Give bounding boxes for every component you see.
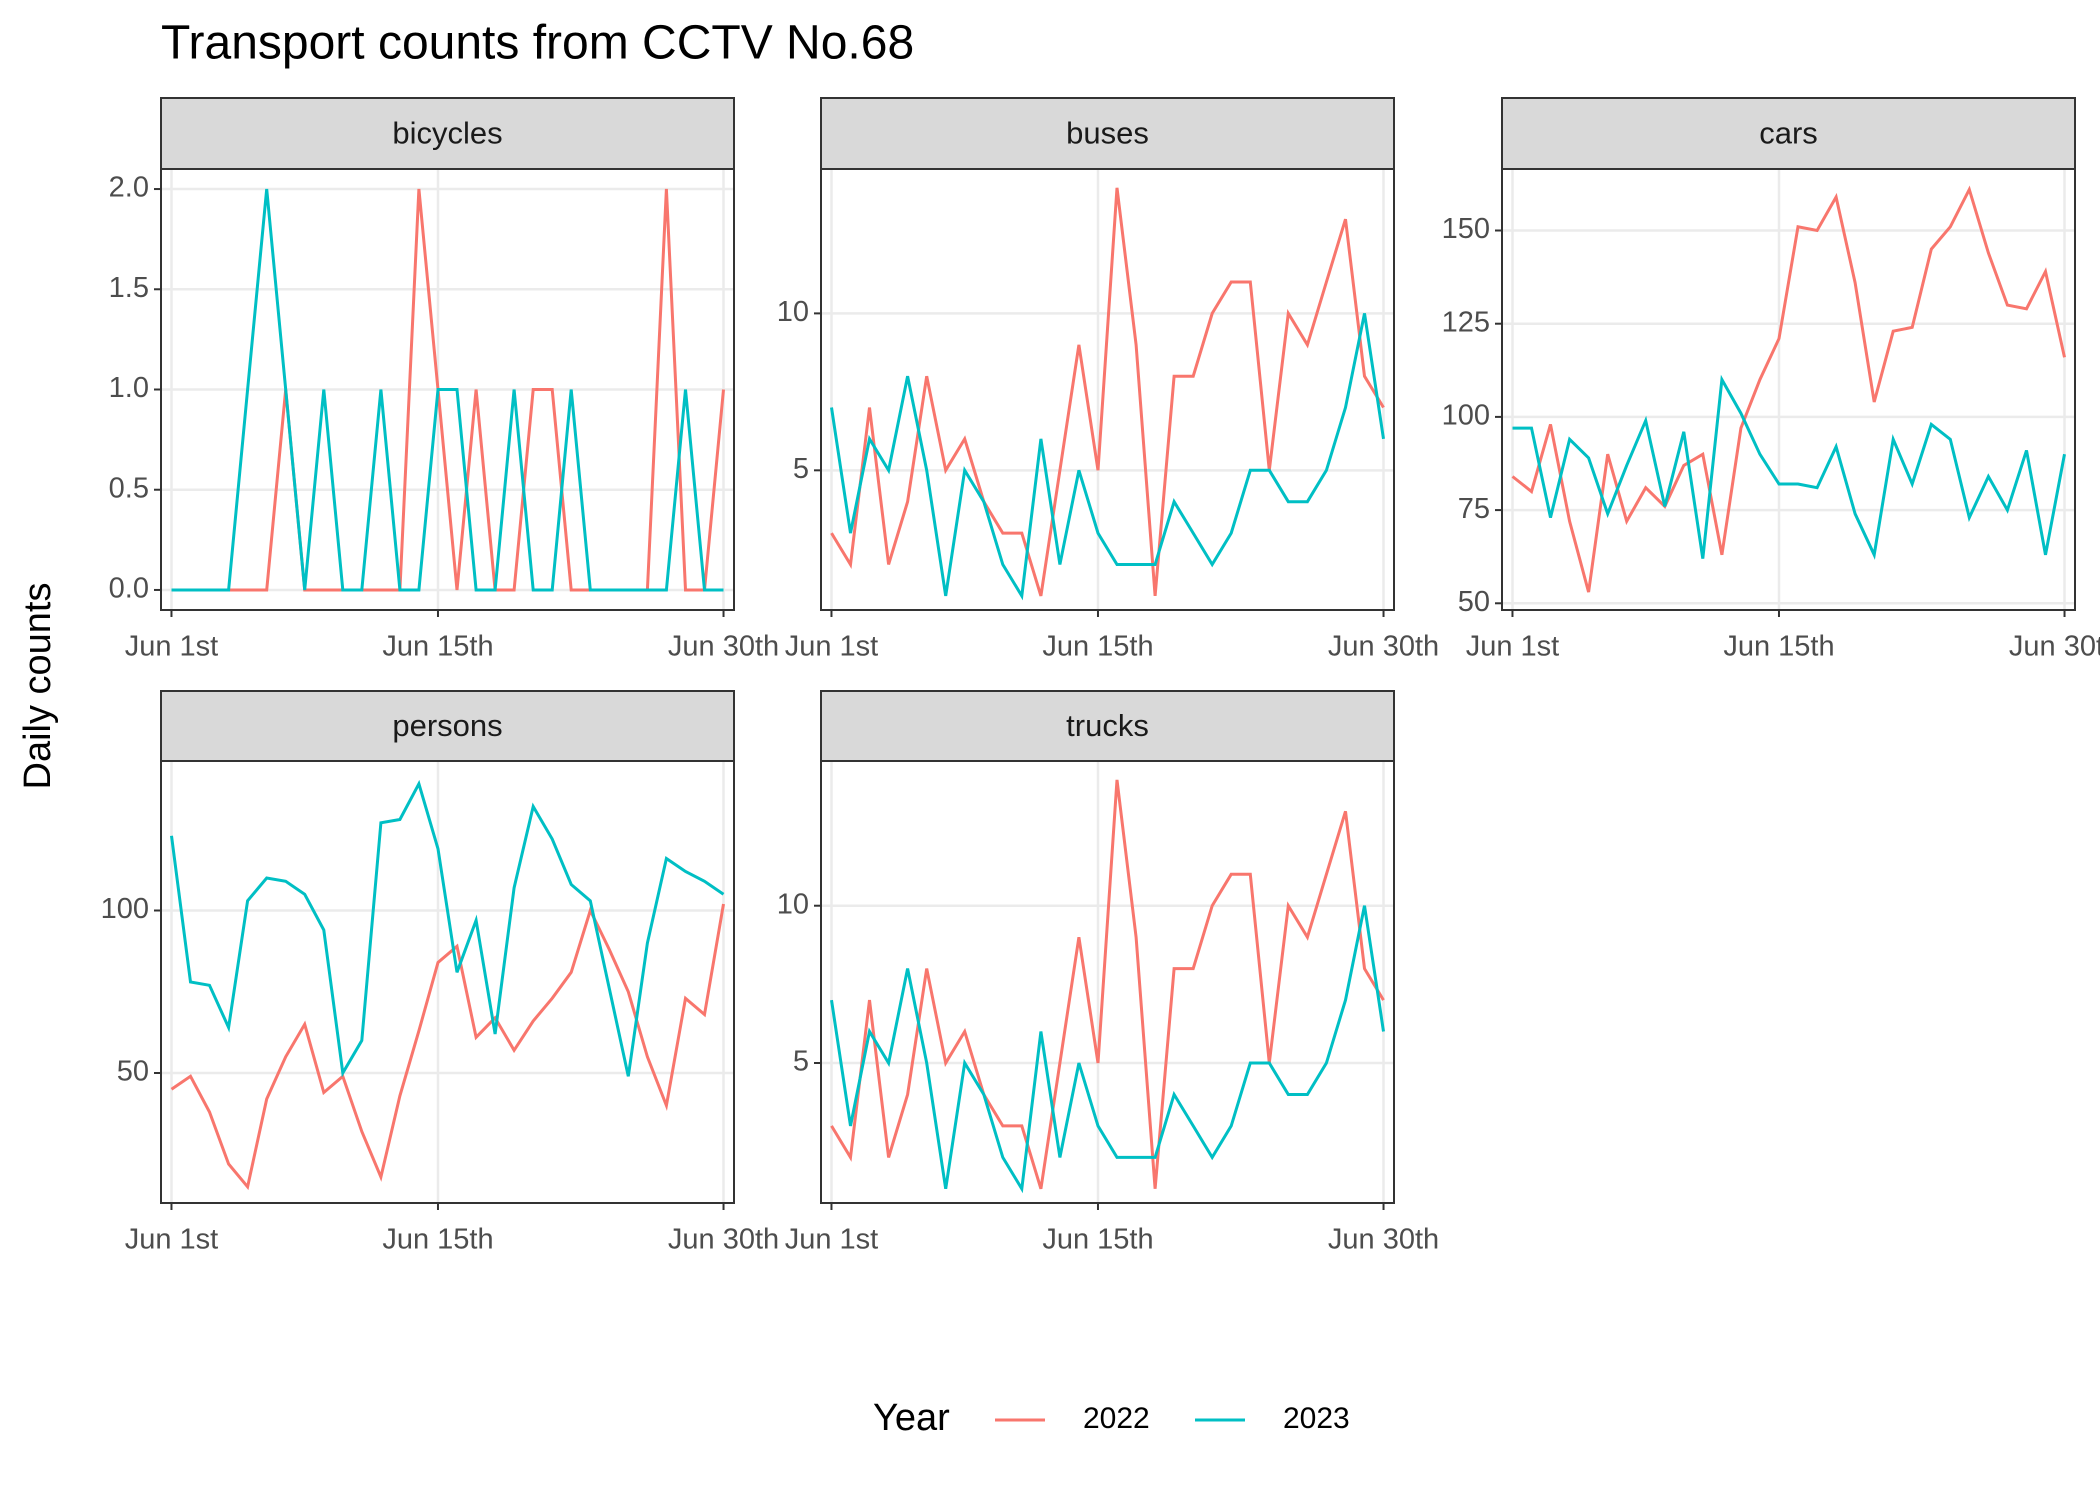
x-tick-label: Jun 30th: [1328, 1224, 1439, 1256]
y-tick-label: 125: [1442, 306, 1490, 338]
y-tick-label: 150: [1442, 213, 1490, 245]
series-line: [170, 903, 725, 1191]
y-tick-label: 1.0: [109, 372, 149, 404]
x-tick-label: Jun 15th: [382, 631, 493, 663]
series-line: [170, 779, 725, 1078]
y-tick-label: 10: [777, 888, 809, 920]
y-tick-label: 50: [117, 1056, 149, 1088]
x-tick-label: Jun 1st: [125, 1224, 219, 1256]
strip: [820, 690, 1395, 762]
strip-label: bicycles: [392, 116, 502, 151]
y-tick-label: 100: [1442, 400, 1490, 432]
chart-title: Transport counts from CCTV No.68: [161, 17, 914, 70]
x-tick-label: Jun 1st: [1466, 631, 1560, 663]
strip-label: trucks: [1066, 708, 1149, 743]
y-tick-label: 5: [793, 453, 809, 485]
y-tick-label: 0.5: [109, 472, 149, 504]
x-tick-label: Jun 30th: [668, 1224, 779, 1256]
strip: [1501, 97, 2076, 170]
x-tick-label: Jun 15th: [382, 1224, 493, 1256]
legend-title: Year: [873, 1397, 950, 1439]
y-tick-label: 50: [1458, 586, 1490, 618]
series-line: [830, 779, 1385, 1190]
x-tick-label: Jun 1st: [125, 631, 219, 663]
y-tick-label: 1.5: [109, 272, 149, 304]
series-line: [830, 313, 1385, 601]
x-tick-label: Jun 30th: [668, 631, 779, 663]
x-tick-label: Jun 1st: [785, 1224, 879, 1256]
x-tick-label: Jun 15th: [1042, 631, 1153, 663]
series-line: [830, 905, 1385, 1194]
x-tick-label: Jun 30th: [2009, 631, 2100, 663]
panel-background: [161, 761, 734, 1203]
strip-label: cars: [1759, 116, 1818, 151]
y-tick-label: 10: [777, 296, 809, 328]
strip: [160, 97, 735, 170]
strip: [160, 690, 735, 762]
y-tick-label: 2.0: [109, 172, 149, 204]
x-tick-label: Jun 30th: [1328, 631, 1439, 663]
legend-label: 2022: [1083, 1402, 1150, 1435]
x-tick-label: Jun 15th: [1723, 631, 1834, 663]
legend-label: 2023: [1283, 1402, 1350, 1435]
y-tick-label: 100: [101, 893, 149, 925]
series-line: [1512, 374, 2066, 560]
panel-background: [1502, 169, 2075, 610]
y-tick-label: 75: [1458, 493, 1490, 525]
x-tick-label: Jun 15th: [1042, 1224, 1153, 1256]
y-axis-label: Daily counts: [17, 583, 59, 790]
x-tick-label: Jun 1st: [785, 631, 879, 663]
series-line: [1511, 185, 2066, 593]
series-line: [830, 187, 1385, 597]
series-line: [171, 188, 724, 592]
panel-background: [821, 169, 1394, 610]
y-tick-label: 0.0: [109, 573, 149, 605]
panel-background: [821, 761, 1394, 1203]
strip-label: persons: [392, 708, 502, 743]
strip-label: buses: [1066, 116, 1149, 151]
strip: [820, 97, 1395, 170]
y-tick-label: 5: [793, 1046, 809, 1078]
